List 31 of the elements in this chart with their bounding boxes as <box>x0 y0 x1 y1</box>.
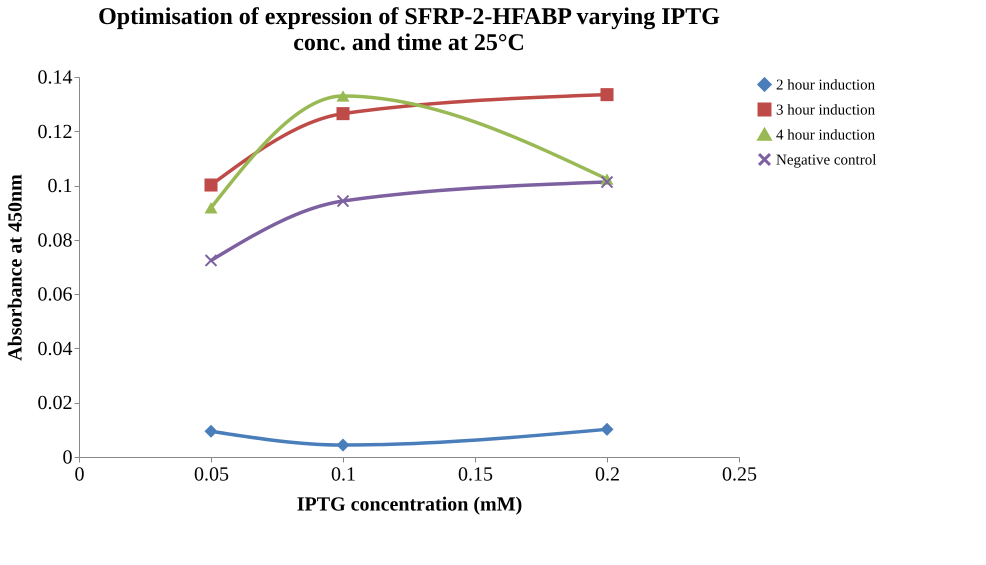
y-tick-label: 0.1 <box>48 175 72 198</box>
point <box>600 176 614 189</box>
x-tick-label: 0.2 <box>595 464 620 486</box>
y-tick-label: 0.14 <box>38 66 72 88</box>
point <box>204 202 218 214</box>
legend-label: Negative control <box>776 152 876 168</box>
point <box>600 88 614 102</box>
legend-label: 3 hour induction <box>776 102 876 118</box>
x-tick-label: 0.05 <box>194 464 229 486</box>
point <box>336 90 350 102</box>
point <box>204 424 218 438</box>
x-axis-title: IPTG concentration (mM) <box>296 494 522 516</box>
x-tick-label: 0.25 <box>722 464 757 486</box>
legend-label: 2 hour induction <box>776 78 876 94</box>
y-tick-label: 0.12 <box>38 120 72 143</box>
x-tick-label: 0.15 <box>458 464 493 486</box>
point <box>600 422 614 436</box>
x-tick-label: 0.1 <box>331 464 356 486</box>
point <box>204 254 218 267</box>
y-tick-label: 0.04 <box>38 338 72 360</box>
point <box>336 194 350 208</box>
y-axis-title: Absorbance at 450nm <box>4 174 26 361</box>
point <box>336 107 350 120</box>
y-tick-label: 0.08 <box>38 229 72 252</box>
y-tick-label: 0.02 <box>38 392 72 414</box>
legend-label: 4 hour induction <box>776 128 876 144</box>
point <box>336 438 350 452</box>
y-tick-label: 0.06 <box>38 284 72 306</box>
point <box>204 178 218 192</box>
chart-title: Optimisation of expression of SFRP-2-HFABP varying IPTG conc. and time at 25°C <box>98 4 720 56</box>
y-tick-label: 0 <box>62 446 72 468</box>
